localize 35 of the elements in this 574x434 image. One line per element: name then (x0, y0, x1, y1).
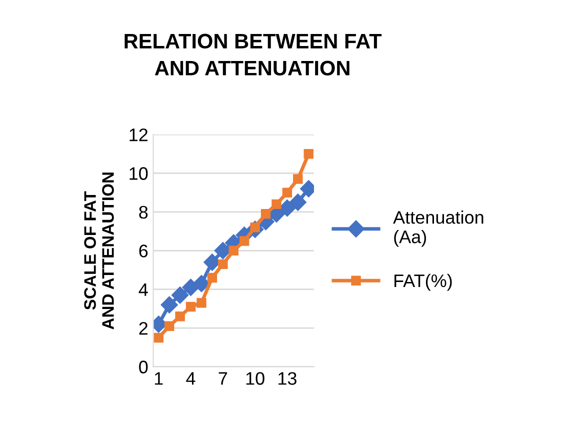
point (192, 274, 210, 292)
x-tick-label: 4 (186, 372, 196, 385)
legend-label: Attenuation (Aa) (393, 210, 484, 247)
y-tick-label: 4 (138, 283, 148, 296)
point (164, 321, 174, 331)
point (171, 286, 189, 304)
point (175, 312, 185, 322)
point (186, 302, 196, 312)
point (304, 149, 314, 159)
point (196, 298, 206, 308)
y-tick-label: 2 (139, 322, 148, 335)
x-tick-label: 13 (278, 372, 296, 385)
legend-label: FAT(%) (394, 274, 452, 291)
point (260, 209, 271, 219)
point (160, 296, 178, 314)
y-tick-label: 6 (139, 244, 148, 258)
point (282, 188, 292, 198)
y-tick-label: 10 (130, 167, 148, 180)
point (228, 246, 238, 256)
point (272, 199, 282, 210)
point (289, 194, 306, 211)
chart-title: RELATION BETWEEN FAT AND ATTENUATION (124, 34, 382, 76)
y-tick-label: 8 (139, 206, 148, 219)
point (278, 200, 296, 217)
point (218, 259, 228, 270)
x-tick-label: 10 (246, 372, 264, 385)
x-tick-label: 1 (154, 372, 163, 385)
y-tick-label: 0 (139, 360, 148, 374)
y-axis-title: SCALE OF FAT AND ATTENAUTION (84, 172, 114, 330)
point (154, 332, 164, 343)
x-tick-label: 7 (218, 372, 228, 385)
point (239, 236, 250, 246)
point (293, 174, 303, 184)
y-tick-label: 12 (130, 128, 148, 142)
point (207, 272, 218, 283)
